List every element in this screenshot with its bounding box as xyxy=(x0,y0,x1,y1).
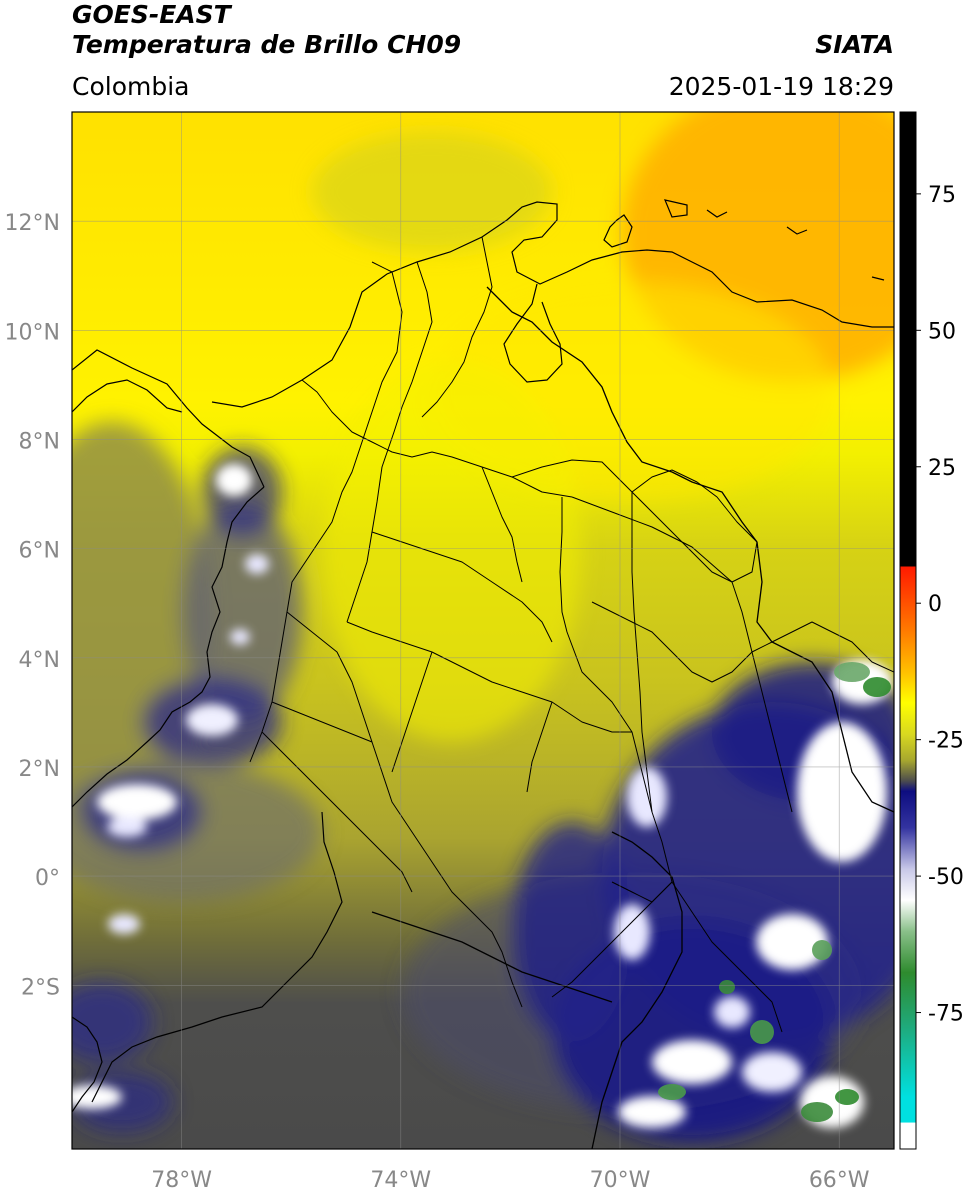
department-borders xyxy=(249,236,894,1033)
colorbar-tick-label: -75 xyxy=(928,1002,964,1027)
colorbar-ramp xyxy=(899,111,917,1150)
colorbar-tick-label: 75 xyxy=(928,183,956,208)
lat-tick-label: 2°N xyxy=(19,757,60,782)
agency-title: SIATA xyxy=(815,30,894,59)
datetime-label: 2025-01-19 18:29 xyxy=(668,72,894,101)
lat-tick-label: 0° xyxy=(35,866,60,891)
satellite-title: GOES-EAST xyxy=(72,0,231,29)
warm-cloud-patches xyxy=(658,662,891,1122)
colorbar-tick-labels: 75 50 25 0 -25 -50 -75 xyxy=(916,183,964,1027)
lat-tick-labels: 12°N 10°N 8°N 6°N 4°N 2°N 0° 2°S xyxy=(5,211,60,1000)
colorbar: 75 50 25 0 -25 -50 -75 xyxy=(899,111,964,1150)
lat-tick-label: 8°N xyxy=(19,429,60,454)
lon-tick-label: 70°W xyxy=(590,1168,651,1190)
lon-tick-label: 78°W xyxy=(151,1168,212,1190)
lat-tick-label: 10°N xyxy=(5,320,60,345)
lon-tick-label: 74°W xyxy=(370,1168,431,1190)
region-label: Colombia xyxy=(72,72,190,101)
lon-tick-labels: 78°W 74°W 70°W 66°W xyxy=(151,1168,870,1190)
map-frame xyxy=(71,111,895,1150)
colorbar-tick-label: 0 xyxy=(928,592,942,617)
colorbar-tick-label: -25 xyxy=(928,729,964,754)
colorbar-tick-label: 50 xyxy=(928,319,956,344)
product-title: Temperatura de Brillo CH09 xyxy=(72,30,462,59)
lon-tick-label: 66°W xyxy=(809,1168,870,1190)
colorbar-tick-label: 25 xyxy=(928,456,956,481)
lat-tick-label: 2°S xyxy=(21,975,60,1000)
colorbar-tick-label: -50 xyxy=(928,865,964,890)
graticule xyxy=(72,112,894,1149)
lat-tick-label: 6°N xyxy=(19,539,60,564)
lat-tick-label: 4°N xyxy=(19,648,60,673)
lat-tick-label: 12°N xyxy=(5,211,60,236)
national-borders xyxy=(371,286,894,1149)
satellite-map: 12°N 10°N 8°N 6°N 4°N 2°N 0° 2°S 78°W 74°W 70°W 66… xyxy=(5,111,895,1190)
